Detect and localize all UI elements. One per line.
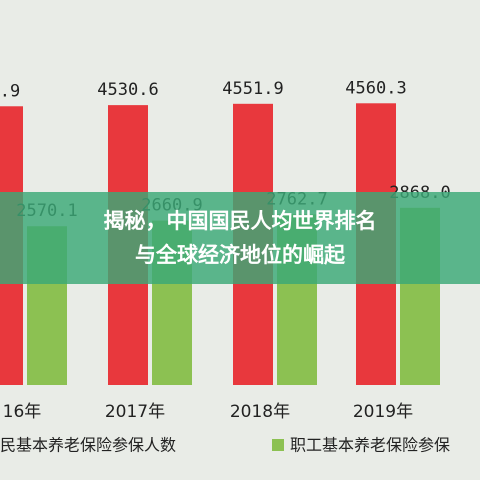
banner-text: 与全球经济地位的崛起 [135, 243, 346, 267]
value-label: 4560.3 [345, 78, 406, 98]
value-label: 4551.9 [222, 79, 283, 99]
value-label: 4530.6 [97, 80, 158, 100]
value-label: .9 [0, 81, 20, 101]
banner [0, 192, 480, 284]
legend-label: 民基本养老保险参保人数 [0, 436, 176, 455]
x-tick-label: 2019年 [353, 402, 413, 422]
x-tick-label: 2018年 [230, 402, 290, 422]
x-tick-label: 16年 [3, 402, 42, 422]
banner-text: 揭秘，中国国民人均世界排名 [104, 209, 377, 233]
legend-swatch [272, 439, 284, 451]
legend-label: 职工基本养老保险参保 [290, 436, 450, 455]
x-tick-label: 2017年 [105, 402, 165, 422]
